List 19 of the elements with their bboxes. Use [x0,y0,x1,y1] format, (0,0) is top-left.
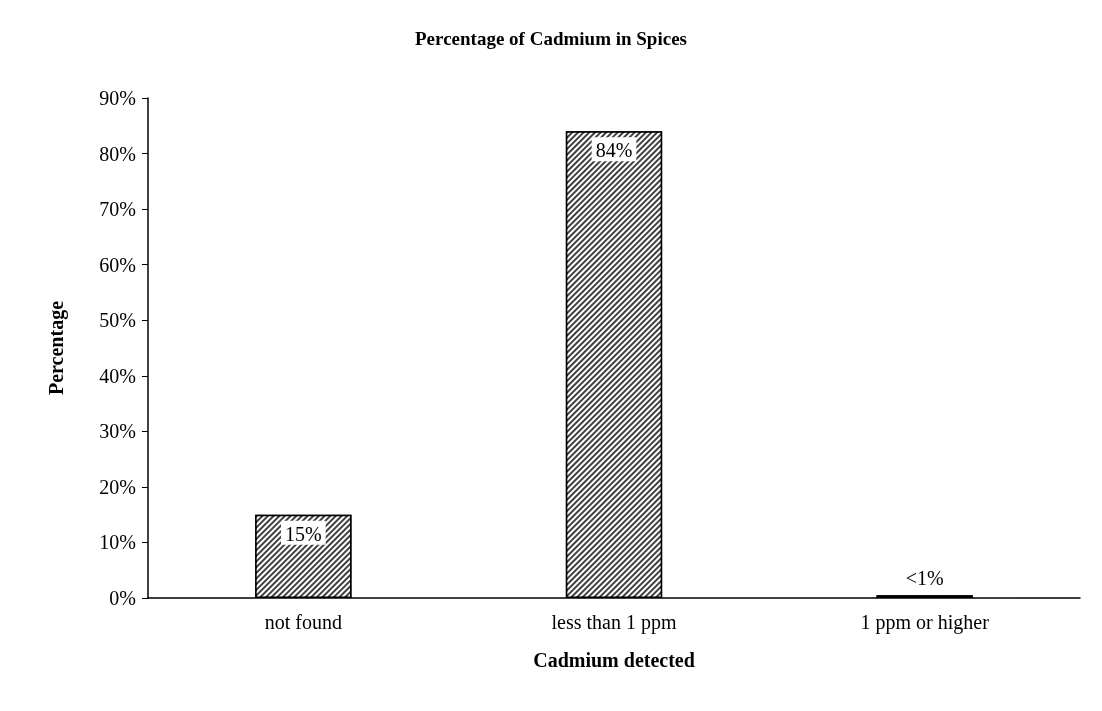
data-label: 84% [595,139,633,162]
y-tick-label: 0% [109,587,136,609]
y-tick-label: 30% [99,420,136,443]
y-tick-label: 50% [99,309,136,332]
y-tick-label: 90% [99,87,136,109]
y-tick-label: 60% [99,253,136,276]
y-tick-label: 20% [99,475,136,498]
x-tick-label: 1 ppm or higher [860,611,990,634]
y-tick-label: 10% [99,531,136,554]
y-tick-label: 40% [99,364,136,387]
x-tick-label: not found [264,611,342,633]
data-label: <1% [905,567,944,590]
chart-title: Percentage of Cadmium in Spices [415,28,687,49]
x-axis-title: Cadmium detected [533,649,695,671]
y-tick-label: 80% [99,142,136,165]
x-tick-label: less than 1 ppm [551,611,677,634]
y-axis-title: Percentage [45,300,68,396]
data-label: 15% [285,522,322,545]
y-tick-label: 70% [99,198,136,221]
